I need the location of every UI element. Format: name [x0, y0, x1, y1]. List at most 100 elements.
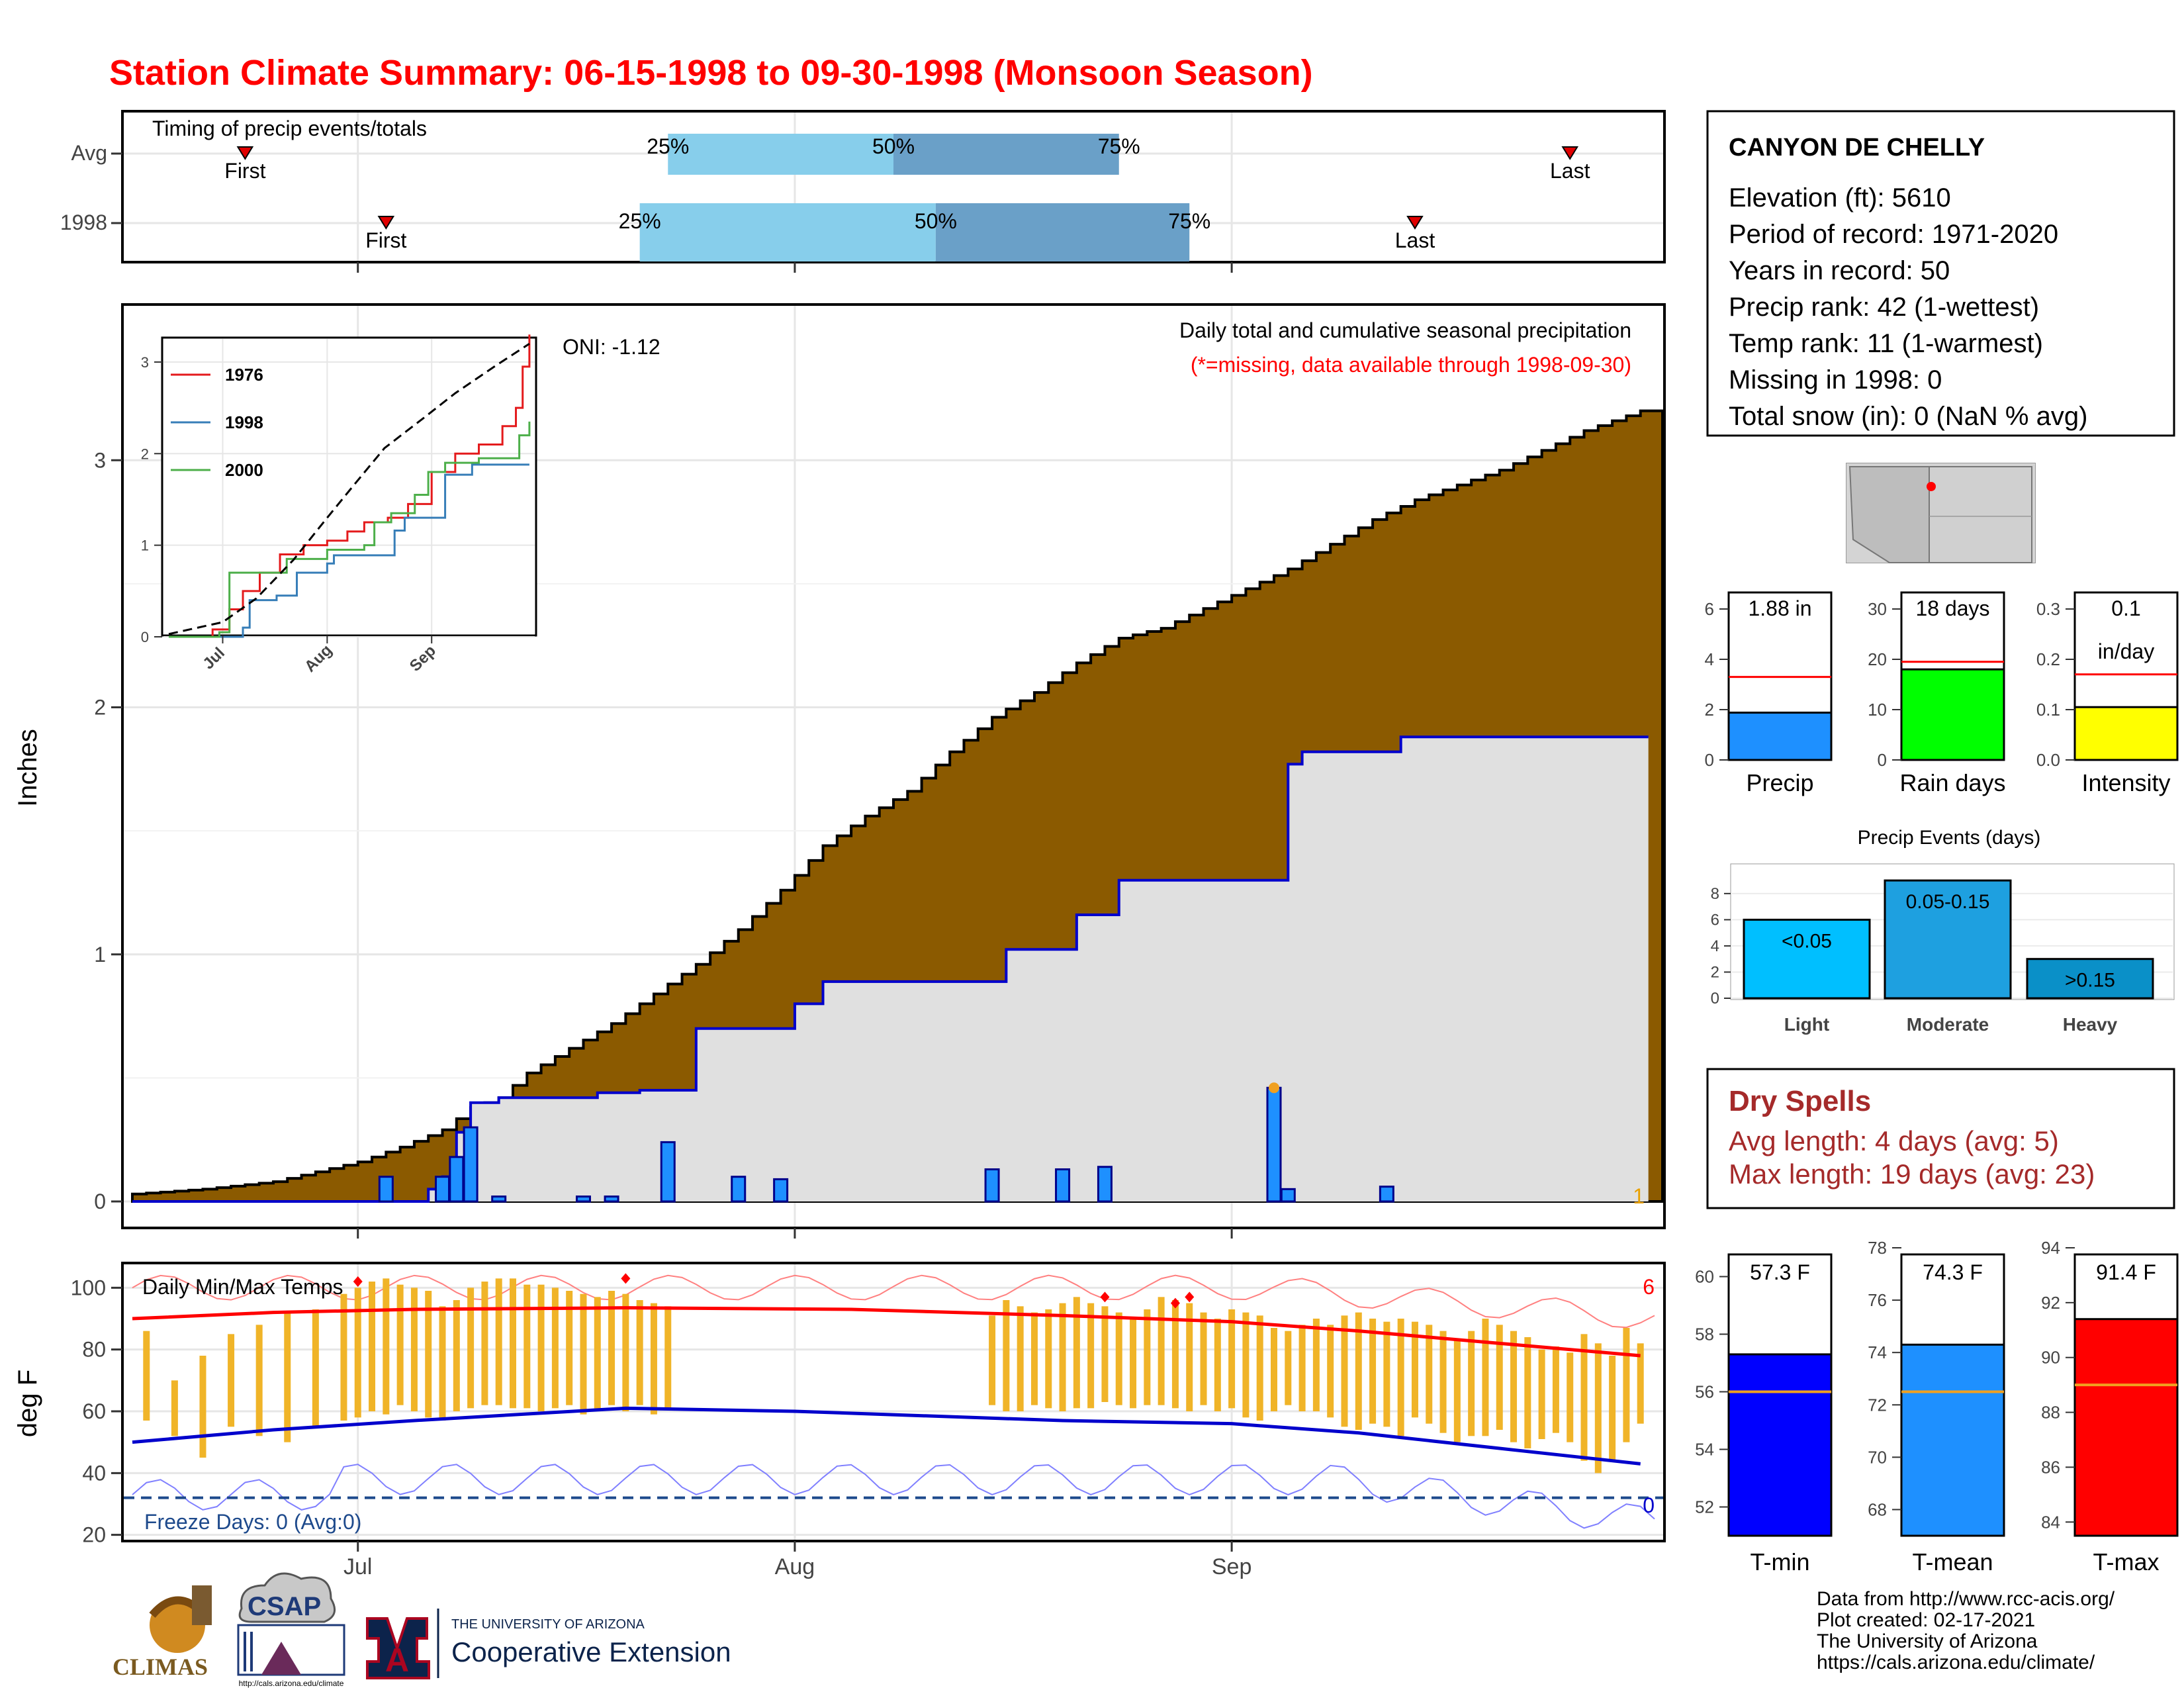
daily-temp-range-bar	[467, 1288, 475, 1409]
mini-bar-value	[1727, 712, 1833, 761]
daily-temp-range-bar	[396, 1284, 404, 1405]
daily-temp-range-bar	[1453, 1340, 1461, 1442]
precip-y-axis-label: Inches	[13, 729, 42, 807]
timing-last-label: Last	[1395, 228, 1435, 252]
events-y-tick: 4	[1711, 937, 1719, 955]
mini-bar-label: Intensity	[2081, 769, 2170, 796]
daily-temp-range-bar	[523, 1284, 531, 1409]
temp-bar-value-text: 57.3 F	[1750, 1260, 1810, 1284]
events-y-tick: 0	[1711, 990, 1719, 1008]
daily-temp-range-bar	[1073, 1297, 1080, 1409]
temp-bar-tick: 76	[1868, 1290, 1887, 1310]
inset-y-tick: 0	[141, 629, 149, 645]
timing-row-label: 1998	[60, 211, 107, 234]
daily-temp-range-bar	[1130, 1319, 1137, 1409]
daily-temp-range-bar	[1003, 1300, 1010, 1411]
temp-bar-value	[1727, 1353, 1833, 1537]
daily-temp-range-bar	[354, 1288, 361, 1418]
mini-bar-value-text: 1.88 in	[1748, 596, 1811, 620]
temp-y-tick: 100	[71, 1276, 106, 1299]
daily-temp-range-bar	[1580, 1334, 1588, 1461]
temp-bar-tick: 84	[2041, 1512, 2060, 1532]
temp-bar-tick: 88	[2041, 1403, 2060, 1423]
daily-precip-bar	[378, 1176, 394, 1203]
mini-bar-tick: 0.2	[2036, 649, 2060, 669]
mini-bar-tick: 30	[1868, 599, 1887, 619]
dry-spells-max: Max length: 19 days (avg: 23)	[1729, 1158, 2095, 1190]
daily-temp-range-bar	[1524, 1337, 1531, 1448]
station-info-box: CANYON DE CHELLY Elevation (ft): 5610 Per…	[1706, 110, 2175, 437]
station-info-line: Total snow (in): 0 (NaN % avg)	[1729, 402, 2087, 431]
mini-bar-value-text2: in/day	[2098, 639, 2154, 663]
daily-precip-bar	[1379, 1186, 1394, 1203]
daily-temp-range-bar	[566, 1291, 573, 1405]
timing-q75-label: 75%	[1098, 134, 1140, 158]
inset-series-line	[169, 421, 531, 638]
mini-bar-value-text: 0.1	[2111, 596, 2140, 620]
events-category: Moderate	[1907, 1014, 1989, 1035]
temp-y-tick: 80	[82, 1338, 106, 1362]
timing-first-marker	[236, 146, 254, 160]
footer-credits: Data from http://www.rcc-acis.org/Plot c…	[1817, 1588, 2115, 1673]
station-info-line: Missing in 1998: 0	[1729, 365, 1942, 395]
mini-bar-label: Rain days	[1899, 769, 2005, 796]
temp-bar-tick: 68	[1868, 1499, 1887, 1519]
daily-temp-range-bar	[1171, 1300, 1179, 1409]
temp-y-tick: 20	[82, 1523, 106, 1547]
daily-precip-bar	[575, 1196, 591, 1203]
summary-bar-charts: 1.88 in 0 2 4 6 Precip 18 days 0 10 20 30 Rain days…	[1705, 591, 2179, 796]
daily-temp-range-bar	[1158, 1297, 1165, 1405]
daily-temp-range-bar	[622, 1293, 629, 1411]
mini-bar-tick: 2	[1705, 700, 1714, 720]
temp-bar-value-text: 91.4 F	[2096, 1260, 2156, 1284]
timing-q50-q75-bar	[893, 134, 1119, 175]
precip-events-chart: Precip Events (days) 0 2 4 6 8 <0.05 Light 0.05…	[1711, 827, 2175, 1035]
temp-bar-label: T-min	[1751, 1548, 1810, 1575]
x-tick-label: Sep	[1212, 1554, 1252, 1579]
station-info-line: Precip rank: 42 (1-wettest)	[1729, 293, 2039, 322]
csap-text: CSAP	[248, 1592, 321, 1621]
daily-temp-range-bar	[312, 1309, 319, 1427]
daily-precip-bar	[731, 1176, 747, 1203]
mini-bar-tick: 6	[1705, 599, 1714, 619]
timing-label: Timing of precip events/totals	[152, 117, 427, 140]
oni-label: ONI: -1.12	[563, 335, 660, 359]
timing-q50-label: 50%	[915, 209, 957, 233]
timing-q25-q50-bar	[668, 134, 893, 175]
daily-precip-bar	[435, 1176, 451, 1203]
events-bar-label: <0.05	[1782, 930, 1832, 952]
inset-legend-label: 1998	[225, 412, 263, 432]
climas-text: CLIMAS	[113, 1654, 208, 1680]
events-y-tick: 2	[1711, 963, 1719, 981]
freeze-days-label: Freeze Days: 0 (Avg:0)	[144, 1510, 361, 1534]
mini-bar-value	[2073, 706, 2179, 761]
daily-temp-range-bar	[1271, 1328, 1277, 1411]
temperature-bar-charts: 57.3 F 52 54 56 58 60 T-min 74.3 F 68 70 72 74 76 78 T…	[1695, 1238, 2179, 1575]
daily-temp-range-bar	[1623, 1328, 1630, 1442]
daily-temp-range-bar	[1538, 1349, 1545, 1439]
daily-temp-range-bar	[284, 1312, 291, 1442]
temp-bar-value	[1900, 1343, 2005, 1537]
daily-temp-range-bar	[510, 1278, 516, 1409]
temp-y-axis-label: deg F	[13, 1370, 42, 1437]
daily-precip-bar	[984, 1168, 1000, 1203]
daily-precip-bar	[1097, 1166, 1113, 1203]
events-bar-label: >0.15	[2065, 970, 2115, 992]
inset-series-line	[169, 463, 529, 638]
precip-corner-count: 1	[1633, 1184, 1645, 1208]
dry-spells-avg: Avg length: 4 days (avg: 5)	[1729, 1125, 2059, 1156]
station-location-dot	[1927, 482, 1936, 491]
footer-line: Plot created: 02-17-2021	[1817, 1609, 2035, 1631]
daily-temp-range-bar	[1087, 1303, 1095, 1409]
daily-temp-range-bar	[664, 1306, 672, 1409]
inset-y-tick: 3	[141, 354, 149, 371]
events-bar	[1884, 879, 2012, 1000]
missing-note: (*=missing, data available through 1998-…	[1191, 353, 1631, 377]
daily-temp-range-bar	[1214, 1319, 1221, 1411]
events-title: Precip Events (days)	[1858, 827, 2041, 849]
daily-temp-range-bar	[1397, 1319, 1404, 1436]
daily-temp-range-bar	[1482, 1319, 1489, 1436]
events-y-tick: 8	[1711, 885, 1719, 903]
temp-bar-tick: 70	[1868, 1447, 1887, 1467]
